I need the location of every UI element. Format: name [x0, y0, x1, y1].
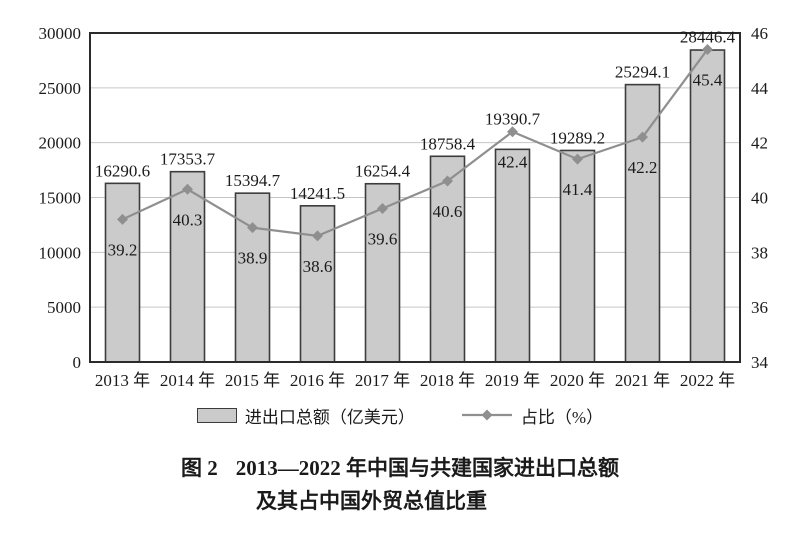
bar-value-label: 18758.4 [420, 134, 476, 153]
x-tick-label: 2016 年 [290, 371, 345, 390]
y-left-tick-label: 15000 [39, 189, 82, 208]
line-marker [442, 175, 453, 187]
x-tick-label: 2020 年 [550, 371, 605, 390]
y-left-tick-label: 20000 [39, 134, 82, 153]
bar-value-label: 19289.2 [550, 128, 605, 147]
bar [299, 205, 336, 363]
bar-value-label: 25294.1 [615, 63, 670, 82]
figure: 16290.6 39.2 17353.7 40.3 15394.7 38.9 14241.5… [0, 24, 800, 517]
line-value-label: 41.4 [563, 180, 593, 199]
line-value-label: 40.3 [173, 210, 203, 229]
caption-line-2: 及其占中国外贸总值比重 [256, 488, 487, 513]
plot-border [89, 32, 741, 363]
y-right-tick-label: 34 [751, 353, 769, 372]
x-tick-label: 2022 年 [680, 371, 735, 390]
x-tick-label: 2018 年 [420, 371, 475, 390]
line-value-label: 38.6 [303, 257, 333, 276]
bar-value-label: 28446.4 [680, 27, 736, 46]
y-right-tick-label: 42 [751, 134, 768, 153]
legend-bar-label: 进出口总额（亿美元） [244, 407, 415, 427]
bar-value-label: 16290.6 [95, 161, 150, 180]
line-value-label: 45.4 [693, 70, 723, 89]
bar [624, 83, 661, 363]
x-tick-label: 2014 年 [160, 371, 215, 390]
line-marker [702, 43, 713, 55]
y-right-tick-label: 36 [751, 298, 768, 317]
legend-item-bar-series: 进出口总额（亿美元） [196, 403, 415, 428]
x-tick-label: 2013 年 [95, 371, 150, 390]
legend-item-line-series: 占比（%） [461, 403, 603, 428]
x-tick-label: 2017 年 [355, 371, 410, 390]
caption-line-1: 图 2 2013—2022 年中国与共建国家进出口总额 [181, 452, 619, 485]
line-marker [377, 202, 388, 214]
bar [494, 148, 531, 363]
line-marker [182, 183, 193, 195]
line-marker-swatch-icon [461, 409, 512, 421]
combo-chart: 16290.6 39.2 17353.7 40.3 15394.7 38.9 14241.5… [39, 24, 769, 390]
line-marker [247, 222, 258, 234]
bar [689, 49, 726, 363]
line-value-label: 42.2 [628, 158, 658, 177]
line-series [122, 48, 709, 238]
line-marker [507, 126, 518, 138]
chart-legend: 进出口总额（亿美元） 占比（%） [0, 402, 800, 428]
bar [104, 182, 141, 363]
x-tick-label: 2019 年 [485, 371, 540, 390]
bar-value-label: 16254.4 [355, 162, 411, 181]
y-left-tick-label: 5000 [47, 298, 81, 317]
line-marker [312, 230, 323, 242]
y-left-tick-label: 10000 [39, 243, 82, 262]
bar-value-label: 15394.7 [225, 171, 281, 190]
line-marker [117, 213, 128, 225]
y-right-tick-label: 46 [751, 24, 768, 43]
line-marker [572, 153, 583, 165]
bar [169, 170, 206, 363]
line-value-label: 39.6 [368, 229, 398, 248]
line-value-label: 39.2 [108, 240, 138, 259]
y-right-tick-label: 40 [751, 189, 768, 208]
legend-line-label: 占比（%） [520, 407, 604, 427]
caption-title-part1: 2013—2022 年中国与共建国家进出口总额 [235, 456, 619, 480]
figure-number: 图 2 [181, 456, 218, 480]
x-tick-label: 2021 年 [615, 371, 670, 390]
bar [234, 192, 271, 363]
line-marker [637, 131, 648, 143]
line-value-label: 38.9 [238, 249, 268, 268]
y-left-tick-label: 25000 [39, 79, 82, 98]
line-value-label: 42.4 [498, 153, 528, 172]
figure-caption: 图 2 2013—2022 年中国与共建国家进出口总额 及其占中国外贸总值比重 [181, 452, 619, 517]
y-left-tick-label: 0 [73, 353, 82, 372]
bar [559, 149, 596, 363]
bar-swatch-icon [196, 407, 237, 423]
x-tick-label: 2015 年 [225, 371, 280, 390]
bar-value-label: 14241.5 [290, 184, 345, 203]
bar-value-label: 19390.7 [485, 110, 541, 129]
y-left-tick-label: 30000 [39, 24, 82, 43]
y-right-tick-label: 44 [751, 79, 769, 98]
line-value-label: 40.6 [433, 202, 463, 221]
y-right-tick-label: 38 [751, 243, 768, 262]
bar-value-label: 17353.7 [160, 150, 216, 169]
